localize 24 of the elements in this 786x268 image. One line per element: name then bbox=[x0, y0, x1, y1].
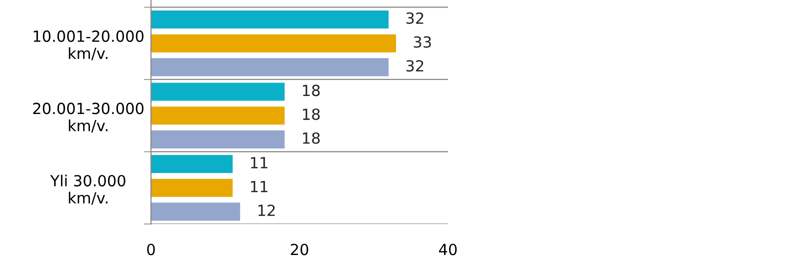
data-label: 18 bbox=[302, 132, 320, 144]
bar bbox=[151, 58, 389, 76]
x-tick-label: 0 bbox=[147, 244, 155, 256]
y-tick-label: 20.001-30.000 km/v. bbox=[33, 102, 144, 133]
data-label: 32 bbox=[406, 12, 424, 24]
data-label: 11 bbox=[251, 180, 268, 192]
data-label: 12 bbox=[258, 204, 275, 216]
data-label: 33 bbox=[414, 36, 431, 48]
bar bbox=[151, 34, 396, 52]
y-tick-label: 10.001-20.000 km/v. bbox=[34, 30, 144, 60]
bar bbox=[151, 202, 240, 221]
x-tick-label: 20 bbox=[290, 244, 308, 256]
bar bbox=[151, 10, 389, 29]
data-label: 18 bbox=[302, 108, 320, 120]
data-label: 18 bbox=[302, 84, 320, 96]
data-label: 32 bbox=[406, 60, 424, 72]
data-label: 11 bbox=[251, 157, 268, 168]
x-tick-label: 40 bbox=[439, 244, 457, 256]
bar bbox=[151, 178, 233, 197]
bar bbox=[151, 106, 285, 125]
bar bbox=[151, 82, 285, 101]
y-tick-label: Yli 30.000 km/v. bbox=[50, 174, 126, 205]
bar bbox=[151, 130, 285, 148]
bar bbox=[151, 154, 233, 174]
